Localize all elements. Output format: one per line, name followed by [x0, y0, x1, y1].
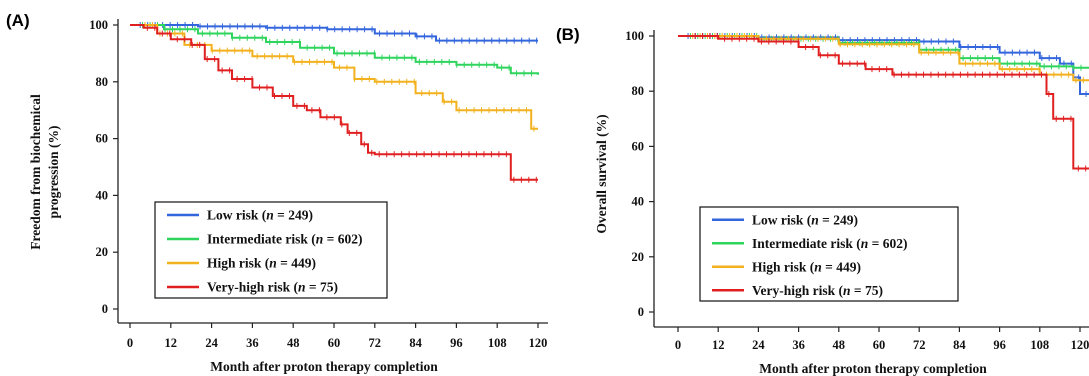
panel-b-x-tick-label: 96 — [993, 338, 1006, 352]
panel-b-y-tick-label: 80 — [632, 84, 645, 98]
panel-a-x-tick-label: 108 — [488, 336, 507, 350]
panel-b-y-tick-label: 20 — [632, 250, 645, 264]
panel-b-x-tick-label: 108 — [1030, 338, 1049, 352]
panel-a-y-axis-title-line-1: Freedom from biochemical — [28, 94, 43, 250]
panel-a-y-tick-label: 40 — [96, 188, 109, 202]
panel-b-legend-label: Very-high risk (n = 75) — [752, 283, 883, 298]
panel-b-series-3 — [678, 33, 1089, 172]
panel-b-x-tick-label: 12 — [712, 338, 725, 352]
panel-a-x-tick-label: 60 — [328, 336, 341, 350]
panel-a-x-tick-label: 120 — [529, 336, 548, 350]
panel-b-axes: 0 20 40 60 80 100 0 12 24 36 48 60 72 84 96 108 120 — [625, 29, 1089, 352]
panel-a-y-tick-label: 80 — [96, 75, 109, 89]
panel-b-y-tick-label: 60 — [632, 139, 645, 153]
panel-a-legend-label: Very-high risk (n = 75) — [207, 280, 338, 295]
panel-b-legend-label: High risk (n = 449) — [752, 259, 861, 274]
panel-b-x-axis-title: Month after proton therapy completion — [759, 361, 987, 376]
panel-a-y-tick-label: 60 — [96, 132, 109, 146]
panel-a-series-1 — [130, 22, 539, 77]
panel-b-y-tick-label: 0 — [638, 305, 644, 319]
panel-a-x-tick-label: 96 — [450, 336, 463, 350]
panel-a-series-line — [130, 24, 538, 42]
panel-b-y-tick-label: 100 — [625, 29, 644, 43]
panel-b-legend-label: Low risk (n = 249) — [752, 212, 858, 227]
panel-a-legend: Low risk (n = 249) Intermediate risk (n =… — [154, 201, 388, 299]
panel-b-y-tick-label: 40 — [632, 195, 645, 209]
panel-b-x-tick-label: 84 — [953, 338, 966, 352]
panel-b-legend-box — [699, 206, 959, 302]
panel-a-y-tick-label: 100 — [89, 18, 108, 32]
panel-b-x-tick-label: 60 — [873, 338, 886, 352]
panel-a-series-line — [130, 24, 539, 75]
panel-b-x-tick-label: 36 — [792, 338, 805, 352]
panel-a-x-tick-label: 0 — [127, 336, 133, 350]
panel-b-x-tick-label: 120 — [1071, 338, 1089, 352]
panel-a-y-tick-label: 0 — [102, 302, 108, 316]
panel-a-axes: 0 20 40 60 80 100 0 12 24 36 48 60 72 84 96 108 120 — [89, 18, 548, 350]
panel-a-legend-label: Intermediate risk (n = 602) — [207, 232, 362, 247]
panel-a-x-tick-label: 48 — [287, 336, 300, 350]
panel-b-y-axis-title: Overall survival (%) — [594, 114, 609, 233]
panel-b-x-tick-label: 24 — [752, 338, 765, 352]
panel-a-legend-label: Low risk (n = 249) — [207, 208, 313, 223]
panel-a-x-tick-label: 24 — [205, 336, 218, 350]
panel-a-curves — [130, 22, 539, 183]
panel-a-legend-box — [154, 201, 388, 299]
panel-a-x-tick-label: 12 — [165, 336, 178, 350]
panel-a-series-3 — [130, 24, 538, 183]
panel-a-x-axis-title: Month after proton therapy completion — [210, 359, 438, 374]
panel-a-legend-label: High risk (n = 449) — [207, 256, 316, 271]
panel-b-x-tick-label: 72 — [913, 338, 926, 352]
panel-b-x-tick-label: 48 — [833, 338, 846, 352]
panel-b-series-line — [678, 35, 1089, 170]
panel-b-label: (B) — [556, 25, 580, 44]
panel-b-curves — [678, 33, 1089, 172]
panel-a-y-tick-label: 20 — [96, 245, 109, 259]
panel-b-legend: Low risk (n = 249) Intermediate risk (n =… — [699, 206, 959, 302]
panel-b-x-tick-label: 0 — [675, 338, 681, 352]
panel-a-y-axis-title-line-2: progression (%) — [46, 126, 61, 219]
panel-a-label: (A) — [6, 11, 30, 30]
panel-b-legend-label: Intermediate risk (n = 602) — [752, 236, 907, 251]
panel-a-x-tick-label: 72 — [369, 336, 382, 350]
panel-a-x-tick-label: 36 — [246, 336, 259, 350]
panel-a-x-tick-label: 84 — [409, 336, 422, 350]
